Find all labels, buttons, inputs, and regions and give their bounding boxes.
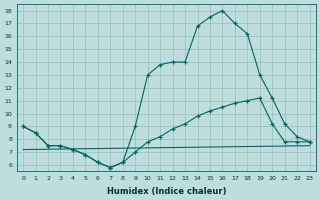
X-axis label: Humidex (Indice chaleur): Humidex (Indice chaleur) <box>107 187 226 196</box>
